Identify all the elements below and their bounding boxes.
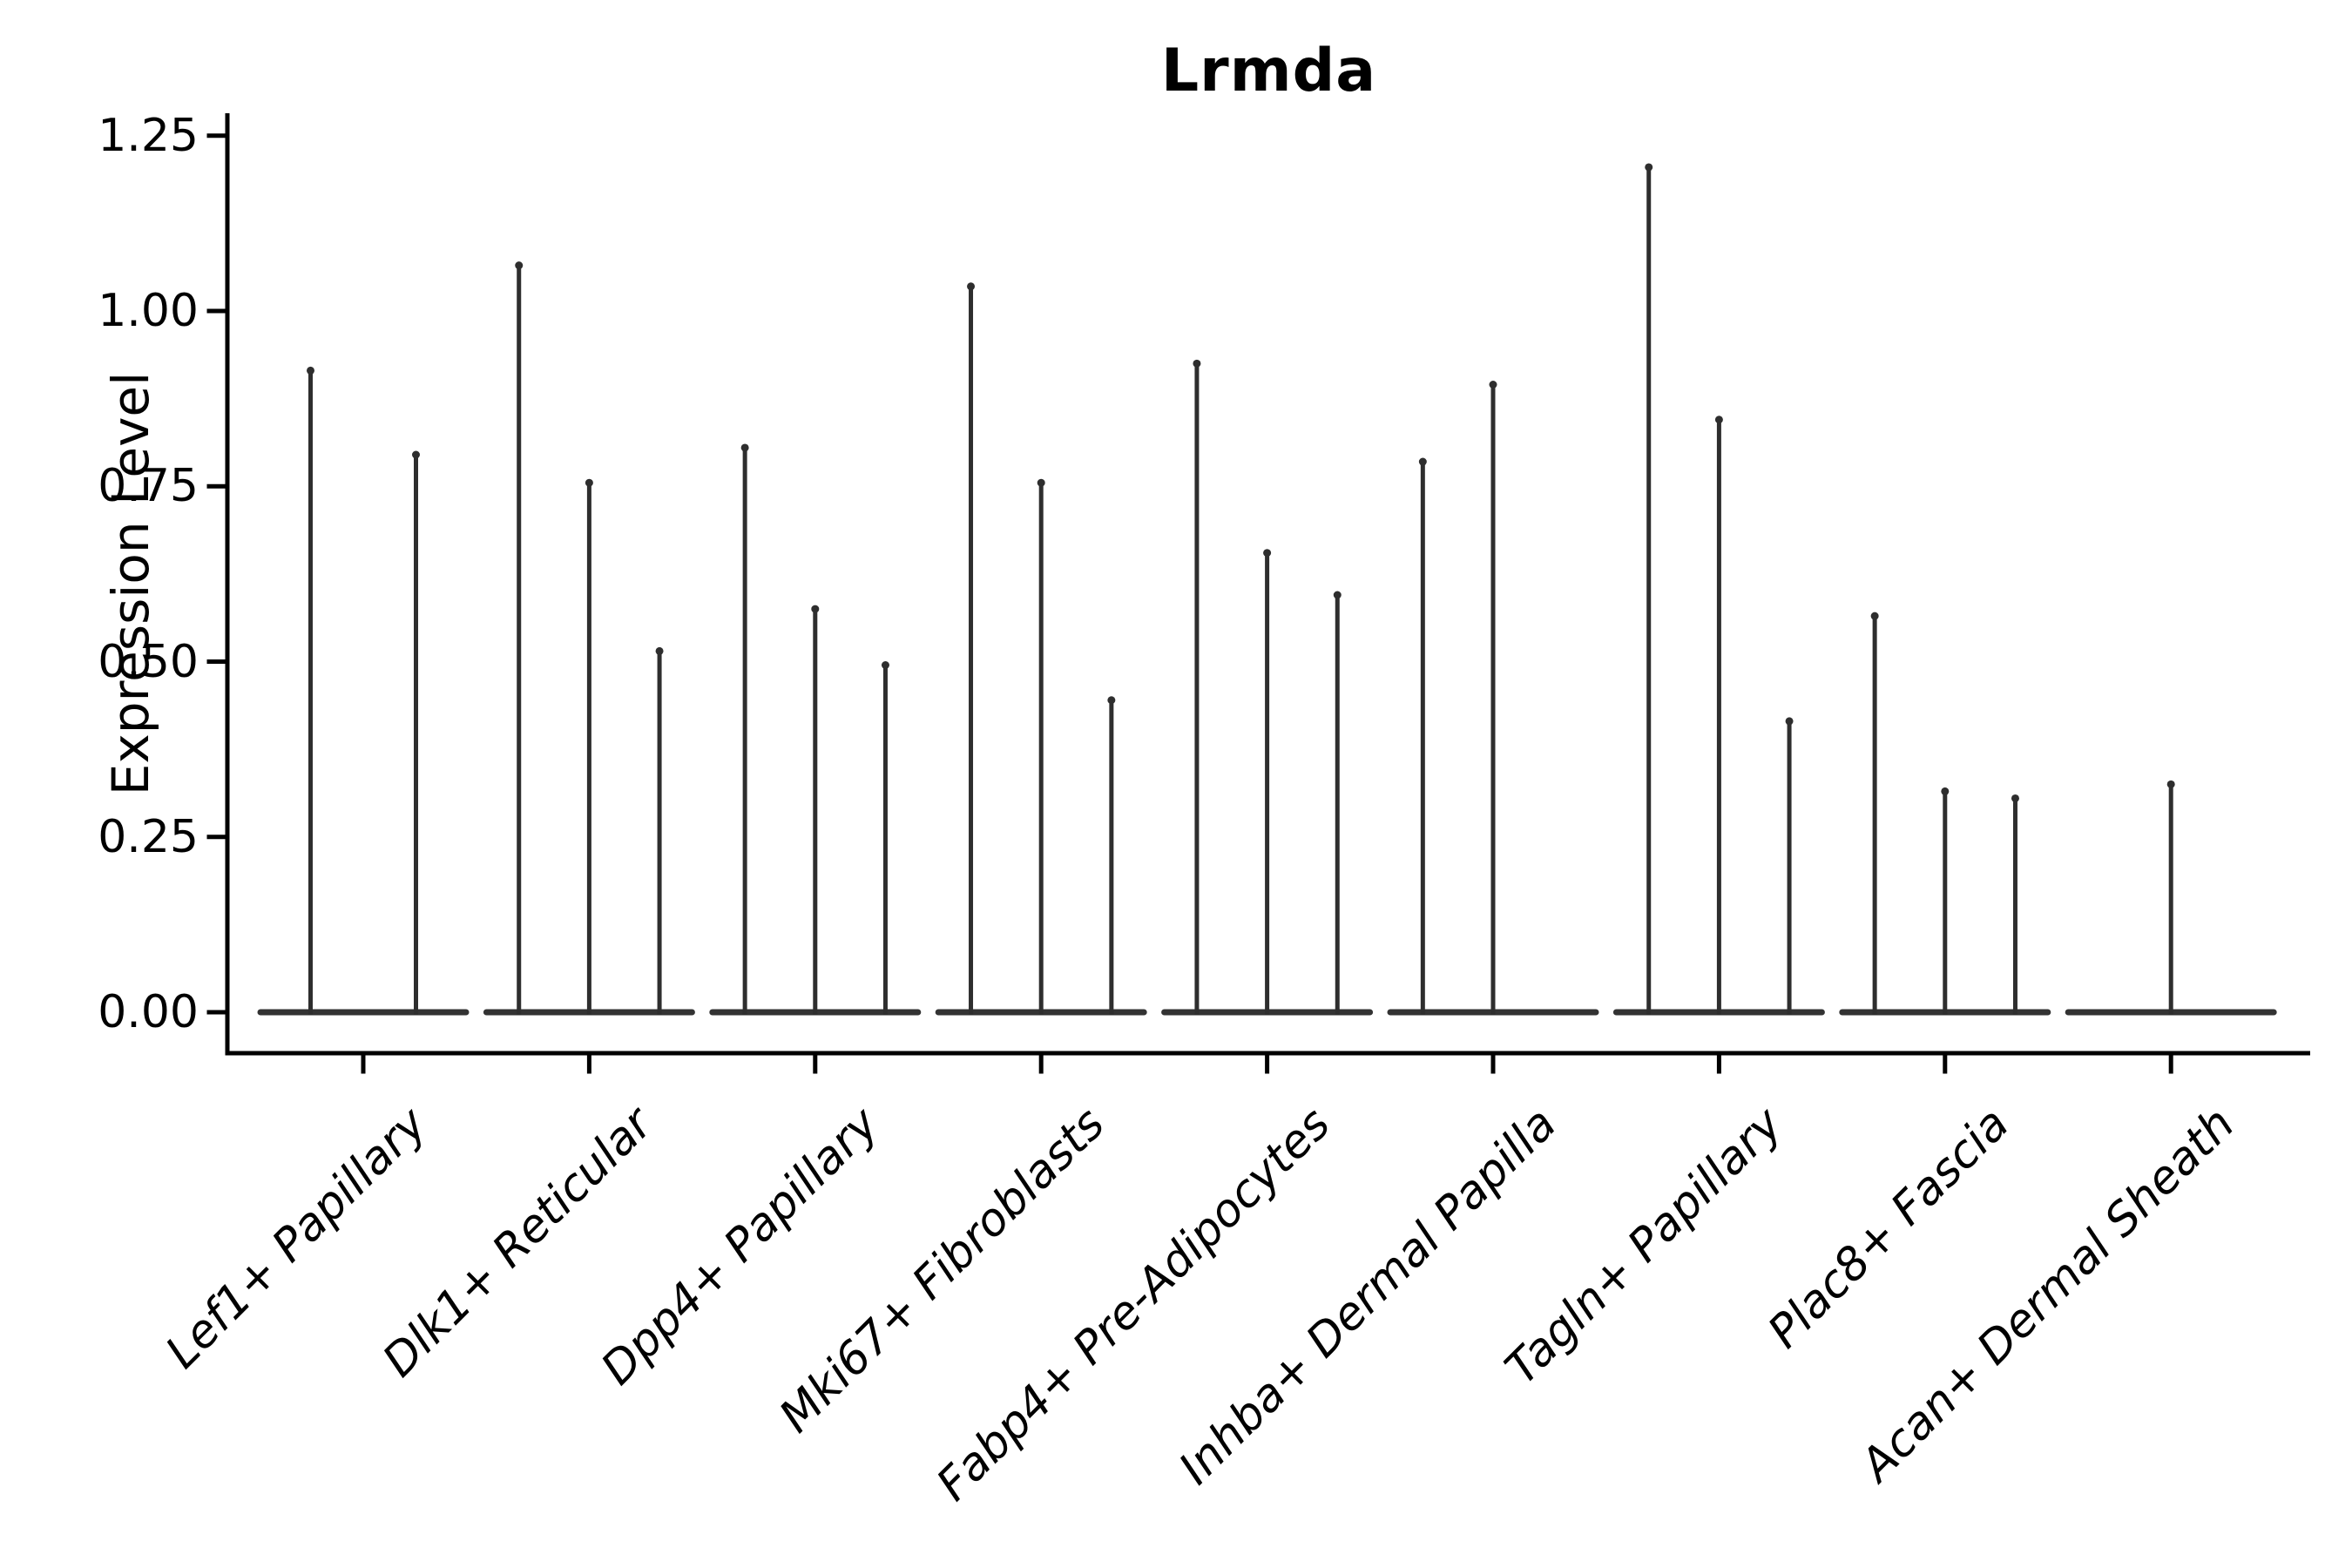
violin-spike-tip xyxy=(967,282,976,291)
violin-spike-tip xyxy=(515,261,524,270)
y-tick-label: 1.25 xyxy=(98,109,199,162)
violin-spike-tip xyxy=(2166,780,2175,788)
violin-spike-tip xyxy=(740,443,749,452)
violin-spike-tip xyxy=(2011,794,2019,802)
plot-title: Lrmda xyxy=(1160,37,1377,105)
violin-spike-tip xyxy=(412,450,420,459)
violin-spike-tip xyxy=(1870,612,1879,620)
y-tick-label: 0.50 xyxy=(98,635,199,688)
violin-spike-tip xyxy=(1418,457,1427,466)
violin-spike-tip xyxy=(1941,787,1950,795)
violin-spike-tip xyxy=(1263,549,1272,558)
violin-spike-tip xyxy=(1489,381,1497,389)
y-tick-label: 1.00 xyxy=(98,285,199,337)
violin-spike-tip xyxy=(1107,696,1116,705)
violin-spike-tip xyxy=(1037,478,1045,487)
violin-spike-tip xyxy=(1333,591,1342,599)
y-tick-label: 0.00 xyxy=(98,986,199,1038)
violin-spike-tip xyxy=(655,646,664,655)
violin-spike-tip xyxy=(881,661,889,669)
violin-spike-tip xyxy=(1645,163,1653,172)
violin-spike-tip xyxy=(1714,416,1723,424)
violin-spike-tip xyxy=(1193,359,1201,368)
violin-spike-tip xyxy=(307,366,314,375)
y-tick-label: 0.25 xyxy=(98,810,199,863)
violin-spike-tip xyxy=(1785,717,1794,726)
y-tick-label: 0.75 xyxy=(98,460,199,513)
violin-spike-tip xyxy=(811,605,820,613)
violin-spike-tip xyxy=(585,478,593,487)
